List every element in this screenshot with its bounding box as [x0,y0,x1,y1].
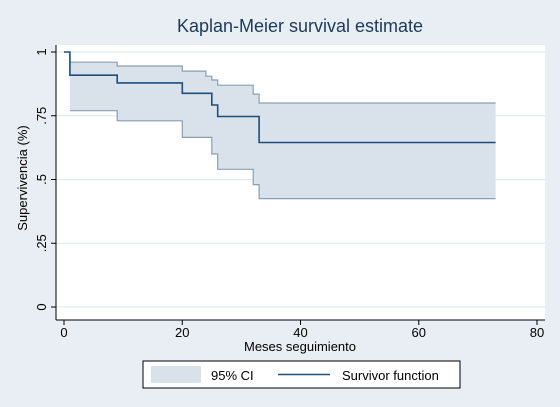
x-tick-label: 80 [530,325,544,340]
y-axis-title: Supervivencia (%) [15,125,30,231]
legend-ci-swatch [151,366,201,383]
legend-ci-label: 95% CI [211,368,254,383]
y-tick-label: 0 [34,303,49,310]
legend-survivor-label: Survivor function [342,368,439,383]
chart-title: Kaplan-Meier survival estimate [177,16,423,36]
x-tick-label: 0 [60,325,67,340]
y-tick-label: .25 [34,234,49,252]
ci-upper-line [69,61,496,104]
axes: 0 .25 .5 .75 1 0 20 40 60 80 [34,45,545,340]
x-tick-label: 20 [175,325,189,340]
y-tick-label: 1 [34,48,49,55]
y-tick-label: .5 [34,174,49,185]
x-tick-label: 60 [412,325,426,340]
ci-band [69,62,496,199]
y-tick-label: .75 [34,107,49,125]
legend: 95% CI Survivor function [142,360,461,389]
x-axis-title: Meses seguimiento [244,339,356,354]
survivor-function-line [64,51,496,144]
x-tick-label: 40 [293,325,307,340]
ci-lower-line [69,110,496,200]
